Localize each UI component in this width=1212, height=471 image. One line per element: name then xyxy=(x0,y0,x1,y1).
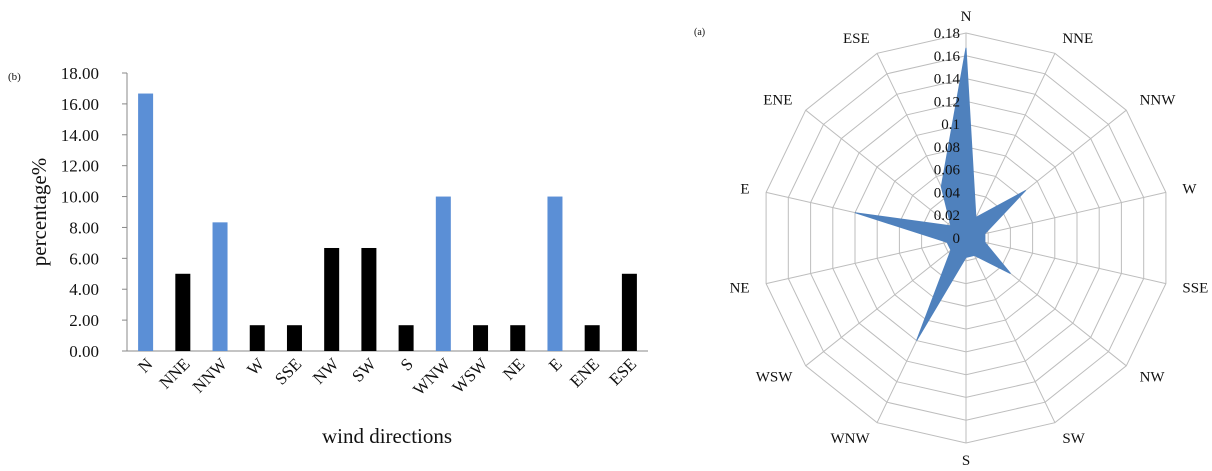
y-tick-label: 6.00 xyxy=(69,249,99,268)
direction-label: WNW xyxy=(831,431,871,447)
direction-label: ENE xyxy=(763,93,792,109)
bar xyxy=(435,196,451,351)
direction-label: SSE xyxy=(1182,280,1208,296)
radial-tick-label: 0.16 xyxy=(934,49,961,65)
x-axis-title: wind directions xyxy=(322,424,452,448)
bar xyxy=(473,325,489,351)
y-tick-label: 18.00 xyxy=(61,64,99,83)
bar xyxy=(361,247,377,351)
y-tick-label: 16.00 xyxy=(61,95,99,114)
bar xyxy=(621,273,637,351)
grid-spoke xyxy=(805,109,967,239)
direction-label: SW xyxy=(1062,431,1085,447)
radial-tick-label: 0 xyxy=(953,231,961,247)
radial-tick-label: 0.12 xyxy=(934,94,960,110)
x-tick-label: ENE xyxy=(566,354,603,391)
data-area xyxy=(854,47,1027,341)
bar xyxy=(398,325,414,351)
radial-tick-label: 0.1 xyxy=(941,117,960,133)
grid-spoke xyxy=(805,237,967,367)
bar xyxy=(584,325,600,351)
x-tick-label: WNW xyxy=(409,354,454,399)
x-tick-label: NE xyxy=(499,354,528,383)
panel-label: (a) xyxy=(694,27,705,38)
bar xyxy=(510,325,526,351)
bar xyxy=(138,93,154,352)
y-tick-label: 10.00 xyxy=(61,188,99,207)
radial-tick-label: 0.08 xyxy=(934,140,960,156)
grid-spoke xyxy=(965,237,1056,423)
x-tick-label: W xyxy=(243,354,268,379)
radial-tick-label: 0.14 xyxy=(934,72,961,88)
panel-label: (b) xyxy=(8,71,21,83)
y-tick-label: 14.00 xyxy=(61,126,99,145)
direction-label: ESE xyxy=(843,31,870,47)
y-tick-label: 2.00 xyxy=(69,311,99,330)
x-tick-label: N xyxy=(134,354,156,376)
grid-spoke xyxy=(965,53,1056,239)
radial-tick-label: 0.04 xyxy=(934,185,961,201)
x-tick-label: ESE xyxy=(605,354,640,389)
radial-tick-label: 0.06 xyxy=(934,163,961,179)
x-tick-label: NW xyxy=(309,354,343,388)
x-tick-label: SW xyxy=(348,354,380,386)
bar xyxy=(547,196,563,351)
direction-label: NNE xyxy=(1062,31,1093,47)
direction-label: NW xyxy=(1140,369,1166,385)
radar-chart: (a)00.020.040.060.080.10.120.140.160.18N… xyxy=(694,9,1208,469)
bar xyxy=(212,222,228,351)
radial-tick-label: 0.18 xyxy=(934,26,960,42)
y-tick-label: 8.00 xyxy=(69,218,99,237)
direction-label: WSW xyxy=(756,369,794,385)
y-tick-label: 0.00 xyxy=(69,342,99,361)
radial-tick-label: 0.02 xyxy=(934,208,960,224)
direction-label: NNW xyxy=(1140,93,1177,109)
y-axis-title: percentage% xyxy=(27,158,51,266)
bar xyxy=(286,325,302,351)
direction-label: S xyxy=(962,453,970,469)
direction-label: N xyxy=(961,9,972,25)
direction-label: W xyxy=(1182,182,1197,198)
x-tick-label: SSE xyxy=(271,354,305,388)
y-tick-label: 12.00 xyxy=(61,157,99,176)
grid-spoke xyxy=(965,237,1166,285)
bar-chart: (b) 0.00 2.00 4.00 6.00 8.00 10.00 12.00 14.00 16… xyxy=(8,64,648,448)
y-tick-label: 4.00 xyxy=(69,280,99,299)
grid-spoke xyxy=(766,237,967,285)
x-tick-label: E xyxy=(545,354,566,375)
bar xyxy=(324,247,340,351)
x-tick-label: NNW xyxy=(189,354,232,397)
x-tick-label: S xyxy=(397,354,417,374)
x-tick-label: NNE xyxy=(155,354,193,392)
x-tick-label: WSW xyxy=(449,354,492,397)
bar xyxy=(249,325,265,351)
bar xyxy=(175,273,191,351)
grid-spoke xyxy=(965,191,1166,239)
direction-label: E xyxy=(740,182,749,198)
direction-label: NE xyxy=(730,280,750,296)
